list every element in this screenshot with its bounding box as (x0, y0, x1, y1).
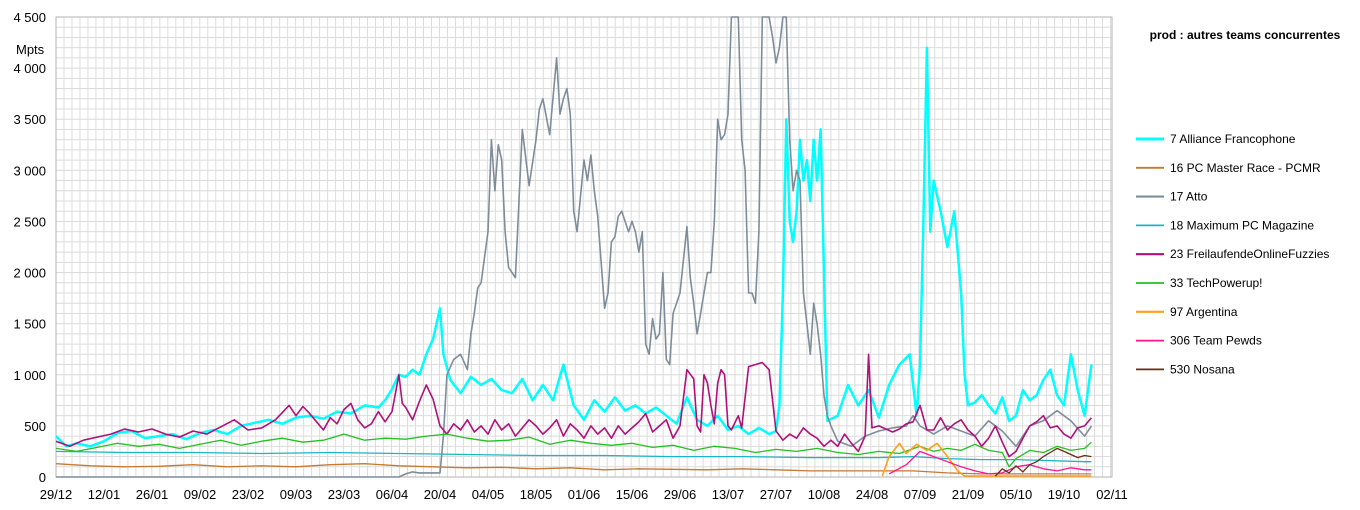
x-tick-label: 02/11 (1096, 487, 1128, 502)
y-tick-label: 2 000 (13, 266, 46, 281)
x-tick-label: 20/04 (424, 487, 457, 502)
series-line-6 (55, 433, 1092, 468)
plot-frame (55, 16, 1113, 478)
grid-lines (55, 16, 1113, 478)
legend-entry-label: 97 Argentina (1170, 305, 1238, 319)
y-tick-label: 1 500 (13, 317, 46, 332)
y-tick-label: 3 000 (13, 163, 46, 178)
series-line-9 (994, 447, 1092, 477)
legend: 7 Alliance Francophone 16 PC Master Race … (1136, 132, 1329, 376)
x-tick-label: 07/09 (904, 487, 937, 502)
x-tick-label: 09/03 (280, 487, 313, 502)
x-tick-label: 18/05 (520, 487, 553, 502)
x-tick-label: 10/08 (808, 487, 841, 502)
x-tick-label: 27/07 (760, 487, 793, 502)
legend-entry-label: 16 PC Master Race - PCMR (1170, 161, 1321, 175)
x-tick-label: 15/06 (616, 487, 649, 502)
x-tick-label: 19/10 (1048, 487, 1081, 502)
legend-entry-label: 306 Team Pewds (1170, 334, 1262, 348)
x-tick-label: 04/05 (472, 487, 505, 502)
legend-entry-label: 7 Alliance Francophone (1170, 132, 1296, 146)
y-axis-tick-labels: 0 500 1 000 1 500 2 000 2 500 3 000 3 500 4 000 4… (13, 10, 46, 485)
x-tick-label: 24/08 (856, 487, 889, 502)
y-tick-label: 0 (39, 470, 46, 485)
x-tick-label: 05/10 (1000, 487, 1033, 502)
series-lines (55, 16, 1093, 478)
series-line-1 (55, 46, 1093, 448)
legend-entry-label: 18 Maximum PC Magazine (1170, 218, 1314, 232)
y-tick-label: 500 (24, 419, 46, 434)
y-axis-label: Mpts (16, 42, 45, 57)
x-tick-label: 29/06 (664, 487, 697, 502)
x-tick-label: 26/01 (136, 487, 169, 502)
x-tick-label: 23/02 (232, 487, 265, 502)
x-tick-label: 12/01 (88, 487, 121, 502)
series-line-4 (55, 450, 1092, 463)
legend-entry-label: 17 Atto (1170, 190, 1208, 204)
x-tick-label: 01/06 (568, 487, 601, 502)
x-axis-tick-labels: 29/12 12/01 26/01 09/02 23/02 09/03 23/03 06/04… (40, 487, 1128, 502)
legend-entry-label: 530 Nosana (1170, 362, 1235, 376)
x-tick-label: 29/12 (40, 487, 73, 502)
x-tick-label: 09/02 (184, 487, 217, 502)
x-tick-label: 23/03 (328, 487, 361, 502)
series-line-7 (881, 442, 1092, 477)
y-tick-label: 4 000 (13, 61, 46, 76)
y-tick-label: 2 500 (13, 214, 46, 229)
legend-entry-label: 33 TechPowerup! (1170, 276, 1263, 290)
x-tick-label: 06/04 (376, 487, 409, 502)
y-tick-label: 4 500 (13, 10, 46, 25)
x-tick-label: 21/09 (952, 487, 985, 502)
y-tick-label: 1 000 (13, 368, 46, 383)
x-tick-label: 13/07 (712, 487, 745, 502)
series-line-3 (56, 16, 1093, 478)
series-line-2 (55, 463, 1092, 475)
series-line-5 (55, 353, 1093, 458)
y-tick-label: 3 500 (13, 112, 46, 127)
series-line-8 (888, 450, 1092, 475)
chart-title: prod : autres teams concurrentes (1150, 28, 1341, 42)
legend-entry-label: 23 FreilaufendeOnlineFuzzies (1170, 247, 1329, 261)
